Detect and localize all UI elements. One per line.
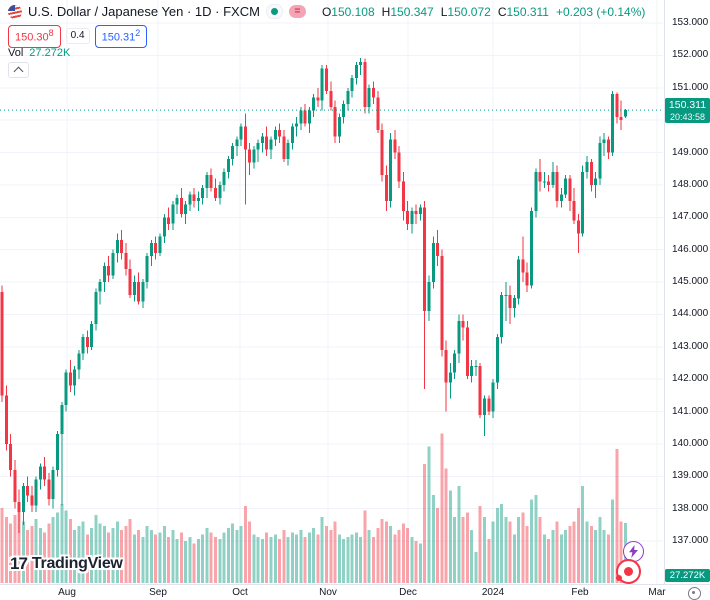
tradingview-logo-icon: 17 (10, 554, 28, 573)
close-value: 150.311 (506, 4, 549, 19)
price-axis-label: 147.000 (672, 211, 709, 222)
spread-value: 0.4 (65, 28, 90, 45)
bar-countdown: 20:43:58 (669, 112, 706, 122)
current-volume-badge: 27.272K (665, 569, 710, 582)
price-axis-label: 139.000 (672, 470, 709, 481)
current-price-value: 150.311 (668, 99, 707, 111)
volume-bars (0, 433, 627, 583)
tradingview-logo[interactable]: 17 TradingView (10, 554, 123, 573)
candles (0, 58, 627, 533)
lightning-bolt-icon (629, 545, 638, 558)
volume-readout: Vol 27.272K (8, 47, 71, 59)
time-axis-label: Feb (571, 587, 589, 598)
market-open-status-icon[interactable] (265, 4, 283, 19)
time-axis-label: 2024 (481, 587, 505, 598)
price-axis-label: 140.000 (672, 438, 709, 449)
sell-bid-button[interactable]: 150.308 (8, 25, 61, 48)
live-streams-button[interactable] (616, 559, 641, 584)
time-axis-label: Oct (232, 587, 248, 598)
buy-ask-button[interactable]: 150.312 (94, 25, 148, 48)
ohlc-readout: O150.108 H150.347 L150.072 C150.311 +0.2… (321, 4, 646, 19)
price-axis[interactable]: 153.000 152.000 151.000 149.000 148.000 147.0… (664, 0, 710, 584)
price-axis-label: 153.000 (672, 17, 709, 28)
current-price-badge: 150.311 20:43:58 (665, 98, 710, 123)
price-axis-label: 148.000 (672, 179, 709, 190)
data-notice-icon[interactable]: = (288, 5, 306, 18)
price-axis-label: 137.000 (672, 535, 709, 546)
gridlines (0, 0, 663, 584)
price-axis-label: 152.000 (672, 49, 709, 60)
change-value: +0.203 (+0.14%) (555, 4, 646, 19)
price-axis-label: 151.000 (672, 82, 709, 93)
price-axis-label: 149.000 (672, 147, 709, 158)
price-axis-label: 146.000 (672, 244, 709, 255)
time-axis-label: Sep (149, 587, 167, 598)
price-axis-label: 144.000 (672, 308, 709, 319)
time-axis-label: Nov (319, 587, 337, 598)
low-value: 150.072 (447, 4, 491, 19)
time-axis-settings-icon[interactable] (688, 587, 701, 600)
symbol-flag-icon (8, 4, 22, 19)
time-axis-label: Aug (58, 587, 76, 598)
symbol-title[interactable]: U.S. Dollar / Japanese Yen · 1D · FXCM (28, 4, 260, 19)
price-axis-label: 143.000 (672, 341, 709, 352)
price-axis-label: 138.000 (672, 503, 709, 514)
price-axis-label: 141.000 (672, 406, 709, 417)
open-value: 150.108 (331, 4, 375, 19)
time-axis-label: Mar (648, 587, 666, 598)
collapse-legend-button[interactable] (8, 62, 29, 78)
high-value: 150.347 (390, 4, 434, 19)
price-axis-label: 145.000 (672, 276, 709, 287)
time-axis[interactable]: Aug Sep Oct Nov Dec 2024 Feb Mar (0, 584, 710, 600)
chevron-up-icon (13, 66, 24, 77)
time-axis-label: Dec (399, 587, 417, 598)
price-axis-label: 142.000 (672, 373, 709, 384)
